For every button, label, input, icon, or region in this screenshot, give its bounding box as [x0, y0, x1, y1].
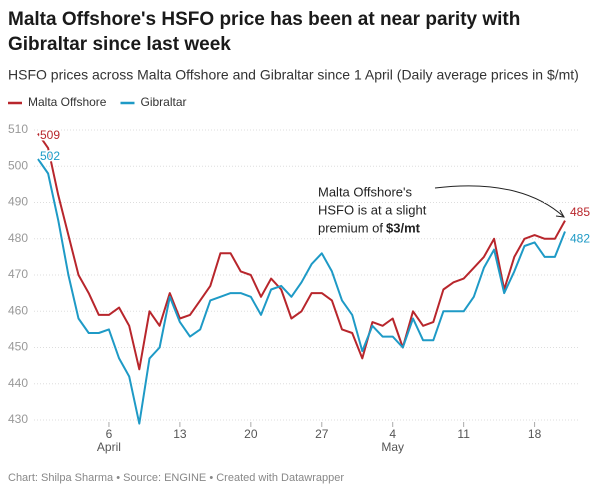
y-tick-label: 490 — [8, 195, 28, 209]
end-label: 485 — [570, 205, 590, 219]
annotation: HSFO is at a slight — [318, 202, 427, 217]
start-label: 509 — [40, 128, 60, 142]
month-label: April — [97, 440, 121, 454]
x-tick-label: 6 — [106, 427, 113, 441]
x-tick-label: 27 — [315, 427, 329, 441]
annotation: Malta Offshore's — [318, 184, 413, 199]
series-line — [37, 133, 566, 371]
y-tick-label: 510 — [8, 122, 28, 136]
start-label: 502 — [40, 149, 60, 163]
legend-label: Malta Offshore — [28, 95, 107, 109]
annotation-bold: $3/mt — [386, 220, 421, 235]
y-tick-label: 480 — [8, 231, 28, 245]
y-tick-label: 430 — [8, 412, 28, 426]
x-tick-label: 18 — [528, 427, 542, 441]
x-tick-label: 11 — [457, 427, 470, 441]
x-tick-label: 4 — [389, 427, 396, 441]
annotation: premium of — [318, 220, 383, 235]
chart-title: Malta Offshore's HSFO price has been at … — [8, 9, 520, 55]
x-tick-label: 13 — [173, 427, 187, 441]
source: Chart: Shilpa Sharma • Source: ENGINE • … — [8, 472, 344, 484]
annotation-arrow — [434, 185, 565, 218]
series-line — [37, 158, 566, 425]
chart-subtitle: HSFO prices across Malta Offshore and Gi… — [8, 67, 579, 83]
y-tick-label: 440 — [8, 376, 28, 390]
y-tick-label: 460 — [8, 303, 28, 317]
y-tick-label: 450 — [8, 340, 28, 354]
end-label: 482 — [570, 232, 590, 246]
legend-label: Gibraltar — [140, 95, 186, 109]
month-label: May — [381, 440, 404, 454]
arrow-head — [555, 209, 565, 218]
x-tick-label: 20 — [244, 427, 258, 441]
y-tick-label: 500 — [8, 158, 28, 172]
y-tick-label: 470 — [8, 267, 28, 281]
